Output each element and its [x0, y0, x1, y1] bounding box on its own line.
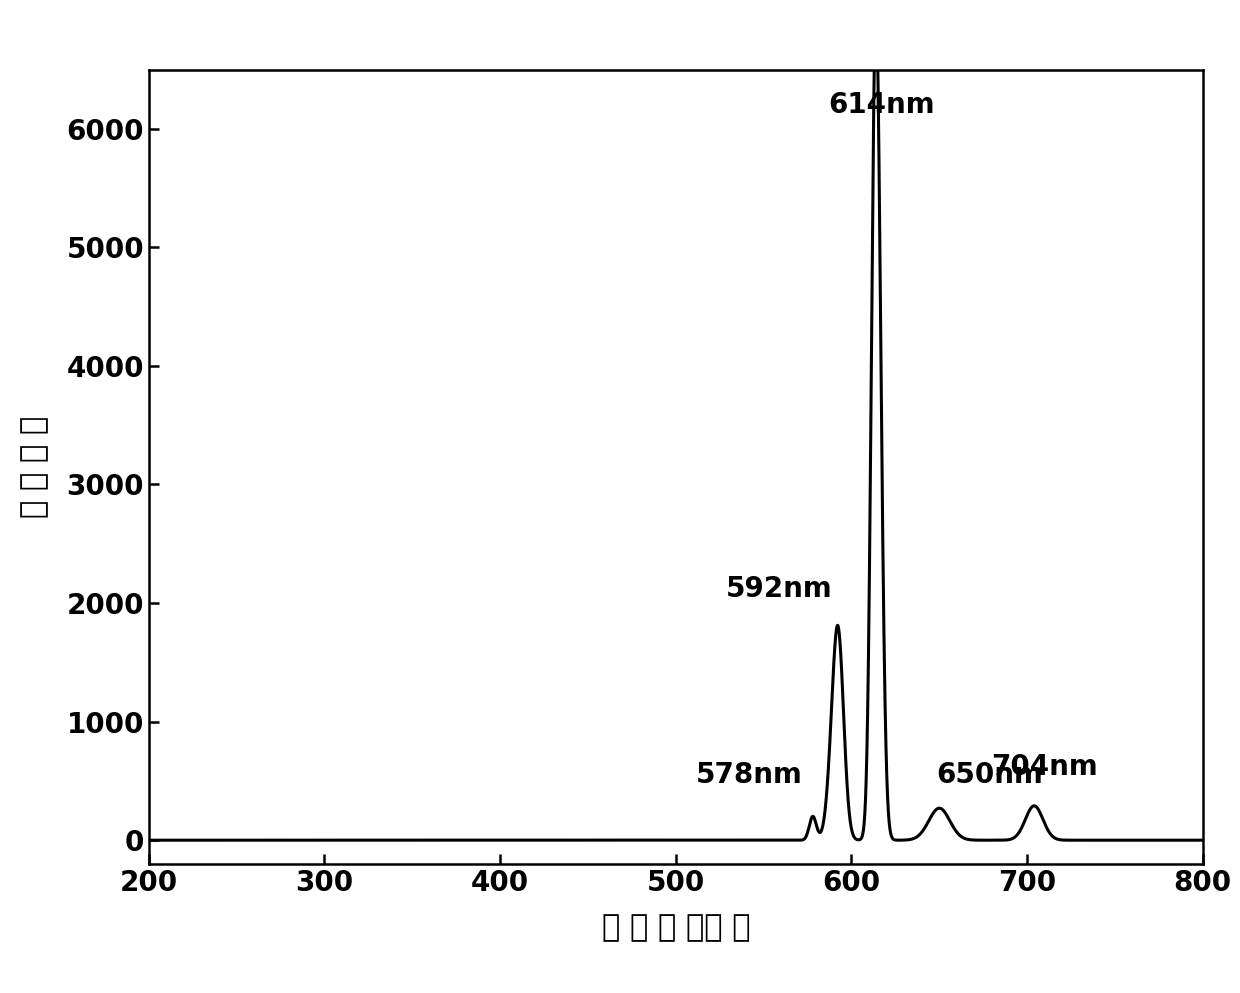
Text: 578nm: 578nm	[696, 762, 802, 789]
Y-axis label: 发 光 强 度: 发 光 强 度	[21, 416, 50, 517]
Text: 704nm: 704nm	[991, 753, 1099, 780]
Text: 614nm: 614nm	[828, 91, 935, 119]
Text: 592nm: 592nm	[725, 575, 832, 603]
Text: 650nm: 650nm	[936, 762, 1043, 789]
X-axis label: 波 长 （ 纳米 ）: 波 长 （ 纳米 ）	[601, 914, 750, 942]
